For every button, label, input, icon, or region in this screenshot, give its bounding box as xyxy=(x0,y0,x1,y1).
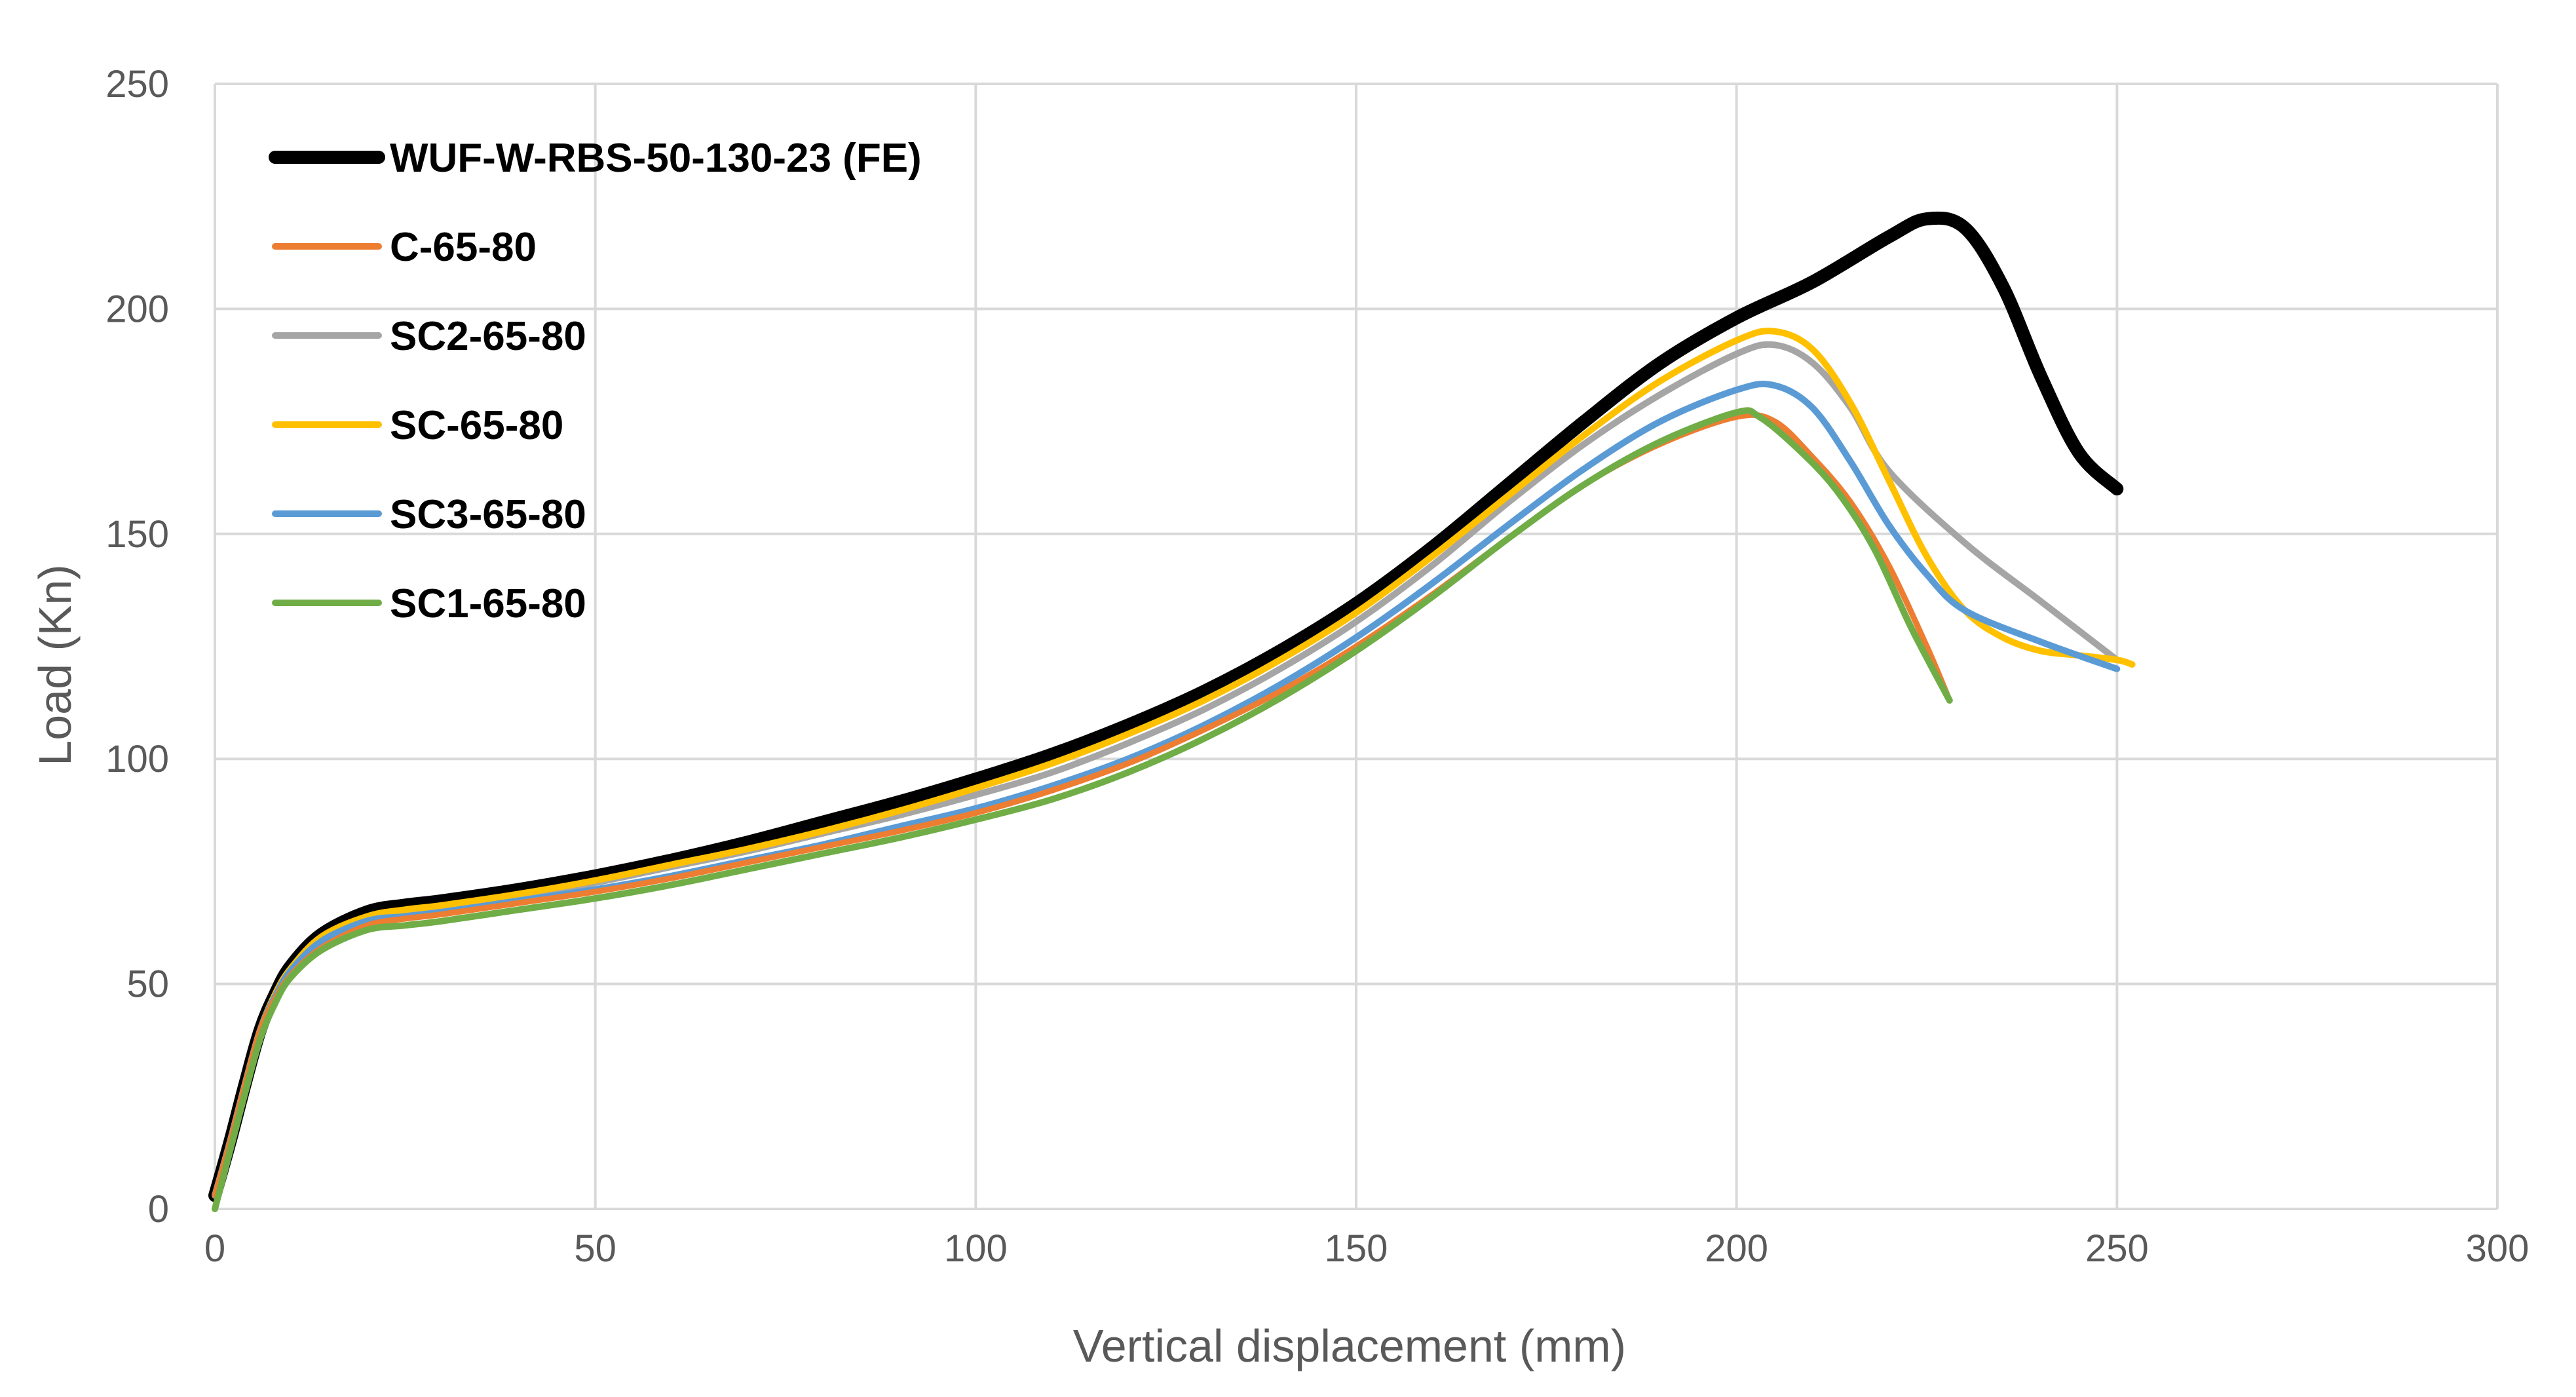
legend-label: SC3-65-80 xyxy=(390,492,586,537)
series-lines xyxy=(208,211,2136,1212)
y-tick-label: 150 xyxy=(105,513,169,556)
series-line-sc-65-80 xyxy=(212,328,2136,1199)
x-tick-label: 200 xyxy=(1705,1227,1768,1270)
y-tick-label: 100 xyxy=(105,738,169,780)
x-tick-label: 250 xyxy=(2085,1227,2149,1270)
legend-label: WUF-W-RBS-50-130-23 (FE) xyxy=(390,136,922,181)
y-axis-title: Load (Kn) xyxy=(29,564,81,765)
x-axis-title: Vertical displacement (mm) xyxy=(1073,1320,1626,1371)
y-tick-label: 50 xyxy=(126,963,169,1006)
y-tick-label: 200 xyxy=(105,288,169,330)
legend-label: C-65-80 xyxy=(390,225,537,270)
x-tick-label: 0 xyxy=(204,1227,225,1270)
legend-label: SC2-65-80 xyxy=(390,314,586,359)
legend-label: SC1-65-80 xyxy=(390,581,586,626)
series-line-sc1-65-80 xyxy=(212,407,1953,1212)
legend: WUF-W-RBS-50-130-23 (FE) C-65-80 SC2-65-80… xyxy=(269,136,922,626)
gridlines xyxy=(214,83,2499,1210)
series-line-sc3-65-80 xyxy=(212,380,2121,1199)
x-tick-label: 100 xyxy=(944,1227,1008,1270)
x-tick-label: 300 xyxy=(2466,1227,2529,1270)
x-tick-label: 50 xyxy=(574,1227,616,1270)
x-tick-label: 150 xyxy=(1325,1227,1388,1270)
legend-label: SC-65-80 xyxy=(390,403,563,448)
y-tick-label: 250 xyxy=(105,63,169,105)
y-tick-label: 0 xyxy=(148,1188,169,1231)
y-axis-tick-labels: 0 50 100 150 200 250 xyxy=(105,63,169,1231)
x-axis-tick-labels: 0 50 100 150 200 250 300 xyxy=(204,1227,2529,1270)
